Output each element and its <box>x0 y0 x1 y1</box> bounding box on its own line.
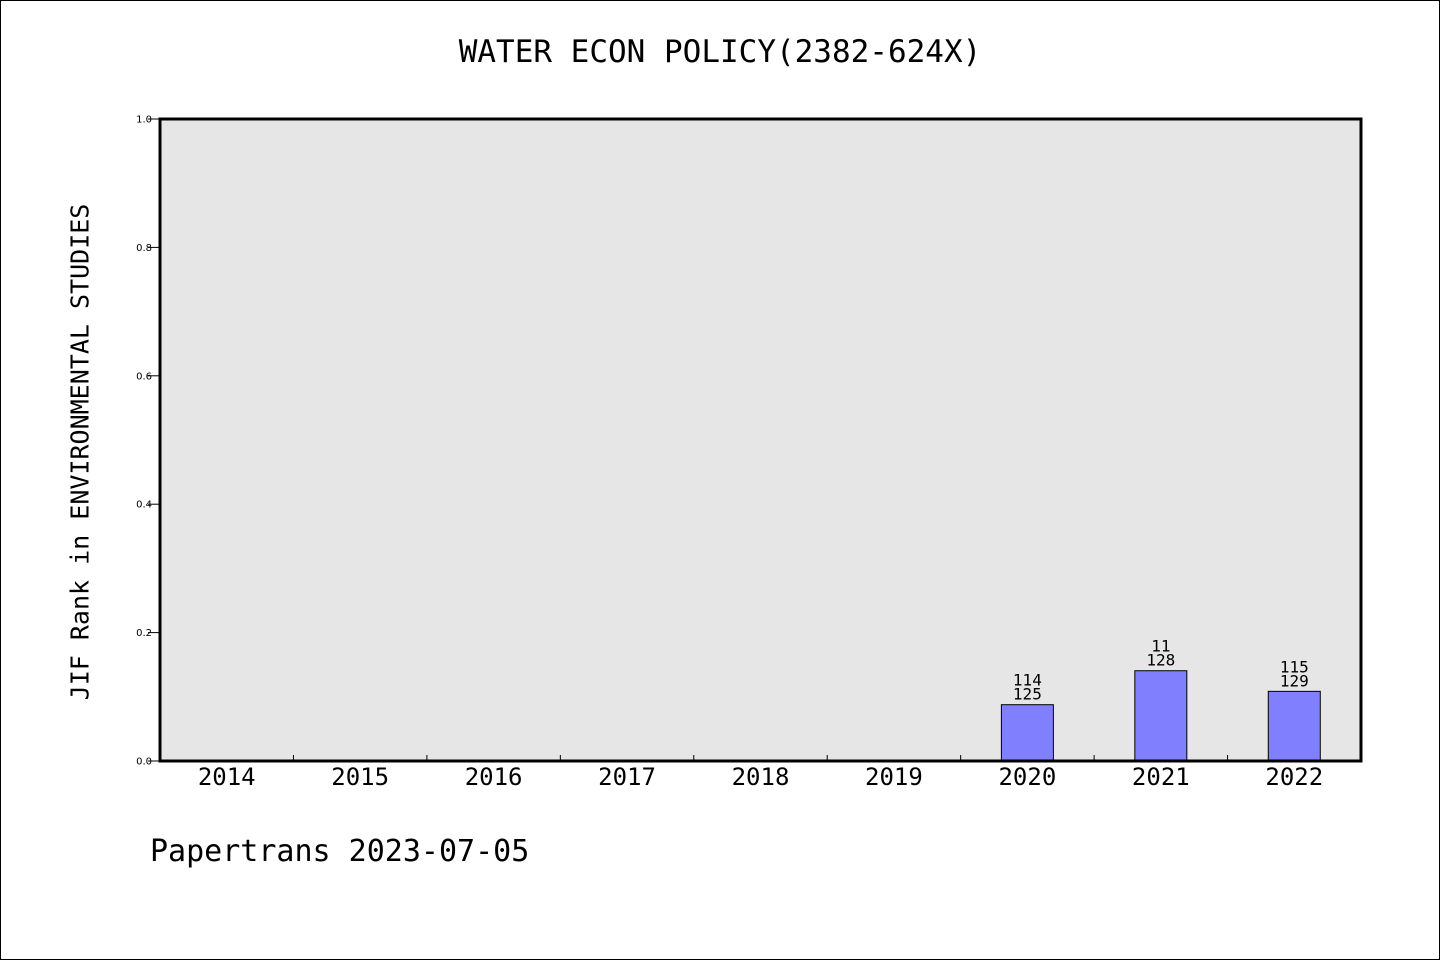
bar <box>1000 704 1054 762</box>
bar-rank-label: 114 <box>1013 671 1042 690</box>
bar-total-label: 128 <box>1146 651 1175 670</box>
x-tick-label: 2016 <box>465 763 523 791</box>
x-tick-label: 2019 <box>865 763 923 791</box>
bar <box>1134 670 1188 762</box>
bar <box>1267 690 1321 762</box>
bar-total-label: 125 <box>1013 685 1042 704</box>
x-tick-label: 2017 <box>598 763 656 791</box>
x-tick-label: 2020 <box>998 763 1056 791</box>
chart-title: WATER ECON POLICY(2382-624X) <box>458 34 982 70</box>
y-tick-label: 0.4 <box>136 500 152 511</box>
x-tick-label: 2014 <box>198 763 256 791</box>
y-tick-label: 0.6 <box>136 371 152 382</box>
y-tick-label: 0.8 <box>136 243 152 254</box>
y-tick-label: 0.2 <box>136 628 152 639</box>
bar-rank-label: 11 <box>1151 637 1170 656</box>
bar-total-label: 129 <box>1280 671 1309 690</box>
footer-credit: Papertrans 2023-07-05 <box>150 834 530 869</box>
x-tick-label: 2021 <box>1132 763 1190 791</box>
x-tick-label: 2022 <box>1265 763 1323 791</box>
x-tick-label: 2018 <box>732 763 790 791</box>
x-tick-label: 2015 <box>331 763 389 791</box>
y-tick-label: 1.0 <box>136 115 152 126</box>
plot-area <box>160 119 1361 761</box>
plot-border <box>158 117 1363 763</box>
y-tick-label: 0.0 <box>136 757 152 768</box>
bar-rank-label: 115 <box>1280 657 1309 676</box>
